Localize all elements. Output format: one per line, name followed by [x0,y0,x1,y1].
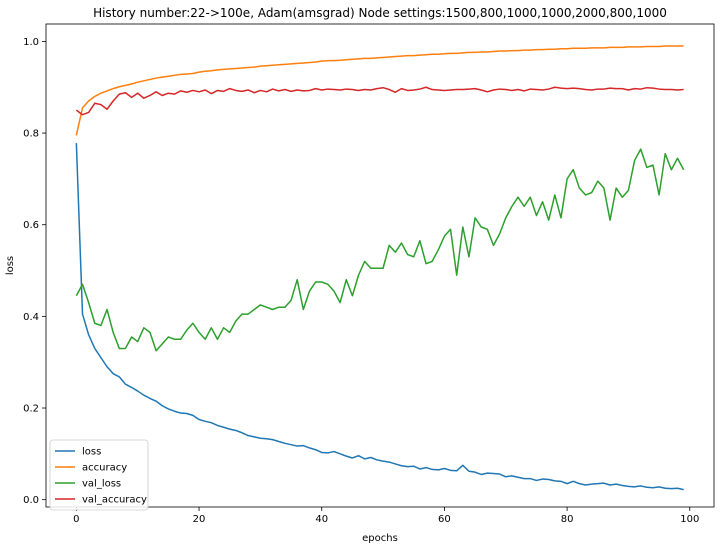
plot-frame [45,23,715,508]
y-tick-label: 0.0 [23,495,39,506]
y-axis: 0.0 0.2 0.4 0.6 0.8 1.0 [23,37,46,506]
legend-box [49,439,149,511]
x-tick-label: 60 [438,514,451,525]
y-tick-label: 0.4 [23,312,39,323]
x-tick-label: 100 [680,514,699,525]
legend-label: accuracy [82,463,127,474]
y-tick-label: 0.6 [23,220,39,231]
legend: loss accuracy val_loss val_accuracy [49,439,149,511]
x-tick-label: 40 [315,514,328,525]
x-tick-label: 0 [73,514,79,525]
y-tick-label: 0.2 [23,404,39,415]
series-line-val-accuracy [75,86,684,116]
legend-label: val_accuracy [82,495,147,506]
x-axis: 0 20 40 60 80 100 [73,507,699,525]
series-line-loss [75,143,684,491]
y-tick-label: 0.8 [23,129,39,140]
series-line-accuracy [75,45,684,136]
series-layer [75,45,685,491]
y-axis-label: loss [5,256,16,275]
x-axis-label: epochs [362,533,398,544]
x-tick-label: 80 [561,514,574,525]
legend-label: loss [82,447,101,458]
y-tick-label: 1.0 [23,37,39,48]
chart-title: History number:22->100e, Adam(amsgrad) N… [93,6,667,20]
legend-label: val_loss [82,479,121,490]
series-line-val-loss [75,148,685,352]
x-tick-label: 20 [193,514,206,525]
